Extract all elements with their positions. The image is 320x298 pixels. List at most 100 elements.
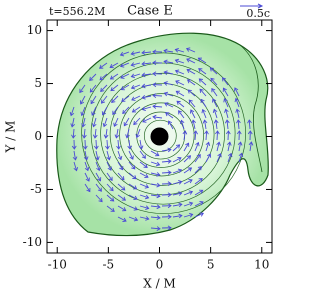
arrow bbox=[164, 60, 174, 64]
arrow-head bbox=[164, 102, 169, 107]
arrow-head bbox=[224, 119, 230, 124]
arrow-head bbox=[176, 100, 181, 105]
arrow-head bbox=[167, 203, 172, 209]
arrow bbox=[84, 161, 89, 171]
arrow-head bbox=[92, 134, 98, 139]
arrow-head bbox=[226, 141, 232, 146]
arrow bbox=[131, 51, 141, 55]
arrow-head bbox=[106, 156, 111, 161]
arrow-head bbox=[201, 108, 206, 114]
arrow bbox=[95, 161, 100, 171]
arrow-head bbox=[119, 63, 125, 68]
x-tick-label: 10 bbox=[254, 258, 269, 272]
arrow bbox=[198, 68, 207, 75]
arrow-head bbox=[131, 165, 136, 170]
arrow bbox=[128, 205, 138, 211]
velocity-arrows bbox=[69, 47, 254, 231]
arrow bbox=[216, 153, 222, 163]
arrow bbox=[183, 179, 193, 185]
arrow-head bbox=[198, 68, 203, 73]
arrow-head bbox=[109, 75, 115, 80]
arrow-head bbox=[135, 133, 140, 139]
arrow bbox=[187, 79, 196, 86]
arrow bbox=[150, 150, 159, 156]
arrow bbox=[128, 172, 137, 180]
arrow bbox=[106, 161, 112, 171]
arrow-head bbox=[125, 134, 130, 139]
arrow-head bbox=[132, 175, 137, 180]
arrow-head bbox=[175, 90, 180, 95]
arrow-head bbox=[234, 87, 239, 92]
arrow-head bbox=[114, 134, 120, 139]
arrow bbox=[81, 106, 86, 116]
arrow-head bbox=[202, 119, 208, 124]
arrow bbox=[205, 130, 208, 141]
arrow-head bbox=[96, 166, 101, 172]
arrow bbox=[183, 191, 193, 196]
arrow bbox=[199, 88, 207, 97]
arrow-head bbox=[163, 59, 168, 65]
arrow bbox=[150, 183, 160, 187]
arrow-head bbox=[213, 119, 219, 124]
arrow-head bbox=[122, 207, 127, 212]
arrow bbox=[142, 84, 152, 87]
arrow bbox=[109, 62, 119, 68]
arrow-head bbox=[110, 87, 115, 92]
arrow-head bbox=[236, 119, 241, 124]
arrow-head bbox=[237, 141, 243, 146]
arrow bbox=[106, 150, 110, 160]
arrow-head bbox=[129, 155, 134, 160]
arrow bbox=[211, 88, 218, 97]
arrow-head bbox=[163, 91, 169, 97]
arrow bbox=[202, 109, 207, 119]
arrow-head bbox=[210, 77, 215, 82]
arrow bbox=[172, 157, 182, 163]
arrow-head bbox=[119, 51, 125, 57]
arrow bbox=[165, 112, 174, 119]
arrow bbox=[91, 106, 97, 116]
x-tick-label: -5 bbox=[103, 258, 115, 272]
arrow bbox=[153, 116, 163, 119]
arrow bbox=[216, 130, 218, 141]
arrow bbox=[172, 181, 182, 185]
arrow bbox=[216, 142, 220, 152]
arrow-head bbox=[101, 111, 107, 116]
arrow bbox=[100, 84, 108, 92]
arrow-head bbox=[209, 67, 215, 72]
arrow bbox=[224, 98, 229, 108]
arrow bbox=[194, 154, 201, 163]
arrow-head bbox=[132, 185, 138, 190]
arrow bbox=[172, 144, 180, 152]
arrow bbox=[131, 62, 141, 66]
arrow-head bbox=[177, 156, 182, 162]
arrow-head bbox=[215, 130, 220, 135]
arrow-head bbox=[199, 212, 204, 217]
arrow-head bbox=[91, 111, 96, 116]
arrow-head bbox=[167, 225, 172, 231]
arrow-head bbox=[186, 155, 192, 160]
arrow-head bbox=[120, 86, 125, 91]
arrow-head bbox=[155, 161, 161, 167]
arrow bbox=[175, 80, 185, 86]
arrow-head bbox=[199, 189, 204, 194]
x-axis-label: X / M bbox=[143, 277, 176, 291]
arrow-head bbox=[81, 123, 86, 128]
arrow-head bbox=[79, 100, 85, 105]
arrow bbox=[113, 117, 119, 127]
arrow bbox=[142, 73, 152, 76]
arrow-head bbox=[211, 87, 216, 93]
arrow bbox=[112, 106, 119, 115]
arrow-head bbox=[167, 147, 172, 153]
arrow bbox=[120, 51, 130, 56]
arrow bbox=[238, 142, 242, 152]
arrow bbox=[128, 139, 131, 149]
arrow-head bbox=[178, 213, 183, 219]
arrow-head bbox=[144, 194, 150, 200]
arrow-head bbox=[127, 145, 133, 150]
arrow-head bbox=[191, 119, 197, 124]
arrow-head bbox=[197, 57, 203, 62]
arrow-head bbox=[141, 83, 146, 89]
arrow bbox=[204, 120, 207, 130]
arrow bbox=[106, 205, 115, 212]
arrow-head bbox=[111, 98, 116, 104]
